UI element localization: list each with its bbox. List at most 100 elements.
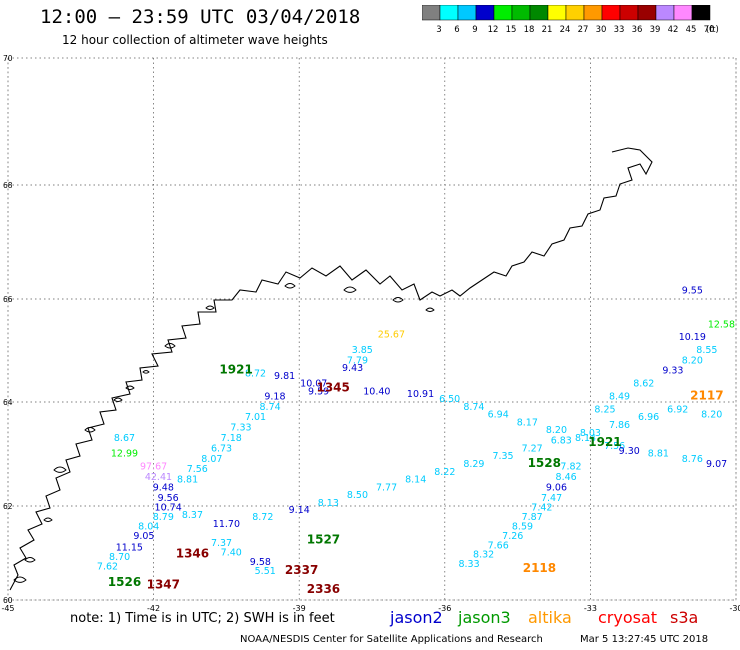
greenland-coastline xyxy=(9,147,653,591)
wave-height-label: 7.35 xyxy=(492,451,513,462)
wave-height-label: 7.86 xyxy=(609,420,630,431)
wave-height-label: 9.56 xyxy=(158,493,179,504)
note-text: note: 1) Time is in UTC; 2) SWH is in fe… xyxy=(70,611,335,626)
wave-height-label: 9.48 xyxy=(153,482,174,493)
color-scale-legend: 3 6 9 12 15 18 21 24 27 30 33 36 39 42 45 70(ft) xyxy=(422,5,719,35)
wave-height-label: 7.18 xyxy=(221,433,242,444)
satellite-cryosat: cryosat xyxy=(598,608,658,627)
pass-time-label: 1346 xyxy=(176,547,209,561)
wave-height-labels: 25.67 3.857.799.43 8.72 9.81 10.079.59 10.40 1… xyxy=(97,285,735,596)
wave-height-label: 8.50 xyxy=(347,490,368,501)
wave-height-label: 12.58 xyxy=(708,319,735,330)
lat-tick-label: 66 xyxy=(3,295,13,304)
wave-height-label: 10.74 xyxy=(155,503,182,514)
wave-height-label: 7.79 xyxy=(347,355,368,366)
map-frame xyxy=(7,57,737,601)
wave-height-label: 6.50 xyxy=(439,394,460,405)
lon-tick-label: -33 xyxy=(584,604,597,613)
axis-tick-labels: -45 -42 -39 -36 -33 -30 70 68 66 64 62 60 xyxy=(1,54,740,613)
wave-height-label: 8.72 xyxy=(252,512,273,523)
wave-height-label: 42.41 xyxy=(145,472,172,483)
wave-height-label: 6.96 xyxy=(638,412,659,423)
wave-height-label: 8.17 xyxy=(517,417,538,428)
color-bin-label: 36 xyxy=(632,25,643,35)
color-bin-label: 27 xyxy=(578,25,589,35)
color-bin-label: 70 xyxy=(704,25,715,35)
wave-height-label: 8.14 xyxy=(405,475,426,486)
color-bin-label: 3 xyxy=(436,25,441,35)
color-bin-label: 30 xyxy=(596,25,607,35)
pass-time-label: 2336 xyxy=(307,582,340,596)
wave-height-label: 10.91 xyxy=(407,389,434,400)
color-bin-label: 42 xyxy=(668,25,679,35)
island-outline xyxy=(13,576,27,583)
wave-height-label: 8.67 xyxy=(114,433,135,444)
wave-height-label: 8.62 xyxy=(633,379,654,390)
wave-height-label: 8.20 xyxy=(701,410,722,421)
pass-time-label: 1347 xyxy=(147,577,180,591)
wave-height-label: 97.67 xyxy=(140,462,167,473)
island-outline xyxy=(24,557,36,563)
wave-height-label: 9.07 xyxy=(706,459,727,470)
satellite-s3a: s3a xyxy=(670,608,699,627)
wave-height-label: 8.74 xyxy=(463,402,484,413)
lon-tick-label: -36 xyxy=(438,604,451,613)
wave-height-label: 6.92 xyxy=(667,404,688,415)
wave-height-label: 8.37 xyxy=(182,510,203,521)
color-bin-label: 15 xyxy=(506,25,517,35)
wave-height-label: 8.81 xyxy=(177,475,198,486)
color-scale-unit: (ft) xyxy=(706,25,719,35)
wave-height-label: 7.37 xyxy=(211,538,232,549)
lat-tick-label: 70 xyxy=(3,54,13,63)
wave-height-label: 9.55 xyxy=(682,285,703,296)
lon-tick-label: -42 xyxy=(147,604,160,613)
wave-height-label: 8.22 xyxy=(434,467,455,478)
color-bin-label: 45 xyxy=(686,25,697,35)
wave-height-label: 6.83 xyxy=(551,436,572,447)
wave-height-label: 7.77 xyxy=(376,482,397,493)
island-outline xyxy=(113,397,123,403)
island-outline xyxy=(425,307,435,313)
page-title: 12:00 – 23:59 UTC 03/04/2018 xyxy=(40,6,361,28)
wave-height-label: 9.05 xyxy=(133,531,154,542)
island-outline xyxy=(392,297,404,303)
wave-height-label: 8.13 xyxy=(318,498,339,509)
island-outline xyxy=(164,343,176,349)
wave-height-label: 7.82 xyxy=(560,462,581,473)
wave-height-label: 7.66 xyxy=(488,540,509,551)
wave-height-label: 8.72 xyxy=(245,368,266,379)
lat-tick-label: 60 xyxy=(3,596,13,605)
pass-time-label: 1527 xyxy=(307,533,340,547)
wave-height-label: 11.15 xyxy=(116,543,143,554)
wave-height-label: 9.30 xyxy=(619,446,640,457)
lon-tick-label: -30 xyxy=(729,604,740,613)
color-bin-label: 6 xyxy=(454,25,459,35)
wave-height-label: 8.79 xyxy=(153,512,174,523)
generated-timestamp: Mar 5 13:27:45 UTC 2018 xyxy=(580,634,709,645)
wave-height-label: 8.07 xyxy=(201,454,222,465)
island-outline xyxy=(284,283,296,289)
wave-height-label: 8.32 xyxy=(473,550,494,561)
wave-height-label: 8.14 xyxy=(575,433,596,444)
pass-time-label: 1526 xyxy=(108,575,141,589)
wave-height-label: 10.07 xyxy=(300,379,327,390)
lat-lon-grid xyxy=(7,57,737,601)
color-bin-label: 18 xyxy=(524,25,535,35)
pass-time-label: 2337 xyxy=(285,563,318,577)
color-bin-label: 39 xyxy=(650,25,661,35)
wave-height-label: 9.59 xyxy=(308,386,329,397)
lat-tick-label: 68 xyxy=(3,181,13,190)
wave-height-label: 9.43 xyxy=(342,363,363,374)
island-outline xyxy=(84,427,96,433)
island-outline xyxy=(125,385,135,391)
wave-height-label: 8.76 xyxy=(682,454,703,465)
wave-height-label: 6.94 xyxy=(488,410,509,421)
color-bin-70 xyxy=(691,5,711,21)
wave-height-label: 7.47 xyxy=(541,493,562,504)
color-bin-label: 21 xyxy=(542,25,553,35)
island-outline xyxy=(205,305,215,311)
lat-tick-label: 62 xyxy=(3,502,13,511)
pass-time-label: 2118 xyxy=(523,561,556,575)
pass-time-label: 1528 xyxy=(528,456,561,470)
wave-height-label: 25.67 xyxy=(378,330,405,341)
